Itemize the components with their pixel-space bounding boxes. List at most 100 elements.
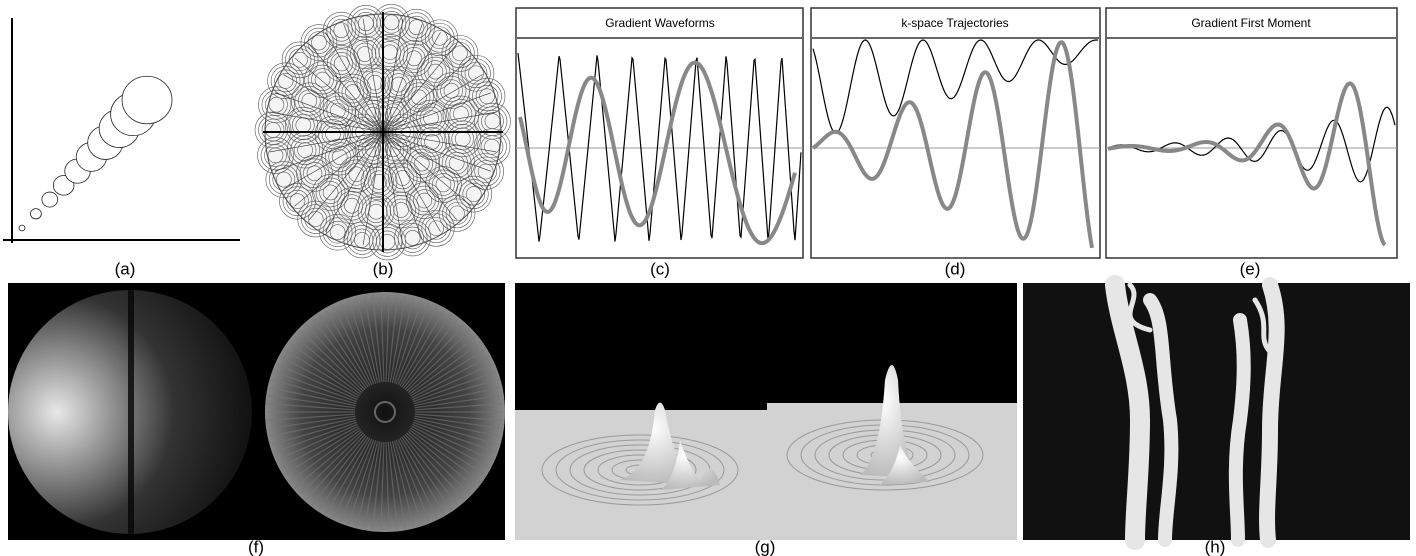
peak xyxy=(860,365,920,478)
spiral-turn xyxy=(423,110,439,126)
spiral-turn xyxy=(473,128,511,166)
streak xyxy=(332,305,373,386)
spiral-turn xyxy=(375,37,405,68)
spiral-turn xyxy=(315,177,346,208)
radial-line xyxy=(274,131,384,172)
spiral-turn xyxy=(357,193,395,231)
streak xyxy=(412,363,494,401)
spiral-turn xyxy=(440,79,463,102)
streak xyxy=(311,435,368,506)
trajectory xyxy=(811,40,1094,249)
spiral-turn xyxy=(461,58,491,89)
spiral-turn xyxy=(18,224,26,232)
spiral-turn xyxy=(383,69,414,100)
radial-line xyxy=(294,131,384,207)
spiral-turn xyxy=(398,8,435,46)
psf-image xyxy=(265,292,505,532)
streak xyxy=(391,440,415,527)
ripple xyxy=(541,434,739,506)
spiral-turn xyxy=(325,126,341,142)
spiral-turn xyxy=(329,224,346,240)
radial-line xyxy=(382,131,441,232)
spiral-turn xyxy=(289,193,306,209)
spiral-turn xyxy=(338,155,375,193)
radial-line xyxy=(382,111,497,133)
streak xyxy=(414,403,503,411)
spiral-turn xyxy=(279,182,316,220)
streak xyxy=(276,423,358,461)
spiral-turn xyxy=(431,29,448,46)
spiral-turn xyxy=(452,45,468,62)
panel-label: (f) xyxy=(248,537,264,556)
spiral-turn xyxy=(427,63,444,80)
spiral-turn xyxy=(286,189,309,213)
spiral-turn xyxy=(274,69,297,93)
spiral-turn xyxy=(254,111,292,149)
radial-line xyxy=(382,131,492,172)
radial-line xyxy=(308,131,384,221)
streak xyxy=(305,433,366,501)
spiral-turn xyxy=(420,56,451,87)
spiral-turn xyxy=(270,66,301,96)
vessel xyxy=(1252,297,1283,363)
streak xyxy=(289,342,362,395)
spiral-turn xyxy=(290,135,320,165)
panel-label: (c) xyxy=(650,259,670,278)
spiral-turn xyxy=(399,43,429,74)
spiral-turn xyxy=(407,86,431,109)
spiral-turn xyxy=(464,61,488,85)
streak xyxy=(294,335,363,394)
spiral-turn xyxy=(449,102,473,126)
spiral-turn xyxy=(376,7,407,38)
streak xyxy=(407,430,476,489)
streak xyxy=(340,302,375,385)
streak xyxy=(347,440,377,525)
spiral-turn xyxy=(340,194,364,217)
spiral-turn xyxy=(378,99,408,130)
spiral-turn xyxy=(441,35,479,72)
spiral-turn xyxy=(363,71,387,94)
spiral-turn xyxy=(428,169,459,200)
spiral-turn xyxy=(350,39,380,69)
spiral-turn xyxy=(405,15,428,39)
spiral-turn xyxy=(468,65,484,82)
spiral-turn xyxy=(365,141,381,158)
streak xyxy=(268,415,356,430)
spiral-turn xyxy=(417,127,447,157)
spiral-turn xyxy=(265,93,288,116)
spiral-turn xyxy=(435,176,452,193)
spiral-turn xyxy=(358,99,388,130)
spiral-turn xyxy=(297,142,313,158)
waveform xyxy=(517,52,802,242)
streak xyxy=(389,295,407,383)
radial-line xyxy=(308,43,384,133)
spiral-turn xyxy=(410,152,434,175)
spiral-turn xyxy=(385,106,401,123)
spiral-turn xyxy=(307,31,331,54)
panel-label: (d) xyxy=(945,259,966,278)
panel-label: (h) xyxy=(1205,537,1226,556)
plot-title: k-space Trajectories xyxy=(901,16,1008,30)
spiral-turn xyxy=(350,228,374,252)
streak xyxy=(412,371,497,403)
radial-line xyxy=(283,131,384,190)
spiral-turn xyxy=(402,47,426,70)
spiral-turn xyxy=(387,163,418,193)
vessel xyxy=(1259,277,1285,548)
spiral-turn xyxy=(361,196,391,227)
spiral-turn xyxy=(348,166,365,183)
spiral-turn xyxy=(462,182,486,206)
radial-line xyxy=(269,111,384,133)
spiral-turn xyxy=(288,110,319,140)
radial-line xyxy=(382,18,404,133)
panel-graphics xyxy=(3,4,1410,550)
streak xyxy=(325,309,371,387)
streak xyxy=(413,419,499,446)
spiral-turn xyxy=(465,186,482,202)
spiral-turn xyxy=(322,184,339,201)
spiral-turn xyxy=(438,195,476,232)
streak xyxy=(267,403,356,411)
spiral-turn xyxy=(406,50,422,67)
spiral-turn xyxy=(285,44,315,75)
streak xyxy=(325,437,371,515)
